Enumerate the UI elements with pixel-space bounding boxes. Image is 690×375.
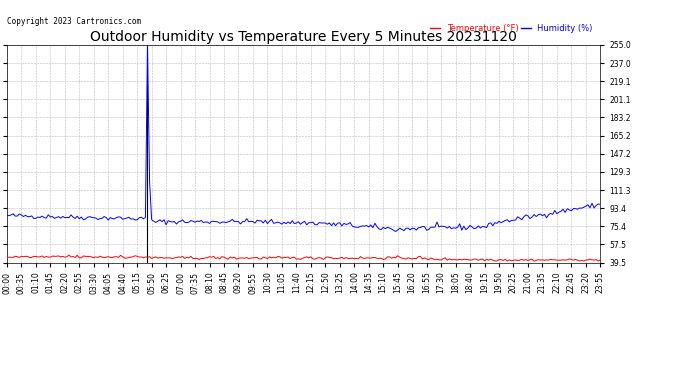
Title: Outdoor Humidity vs Temperature Every 5 Minutes 20231120: Outdoor Humidity vs Temperature Every 5 …: [90, 30, 517, 44]
Legend: Temperature (°F), Humidity (%): Temperature (°F), Humidity (%): [426, 21, 596, 36]
Text: Copyright 2023 Cartronics.com: Copyright 2023 Cartronics.com: [7, 17, 141, 26]
